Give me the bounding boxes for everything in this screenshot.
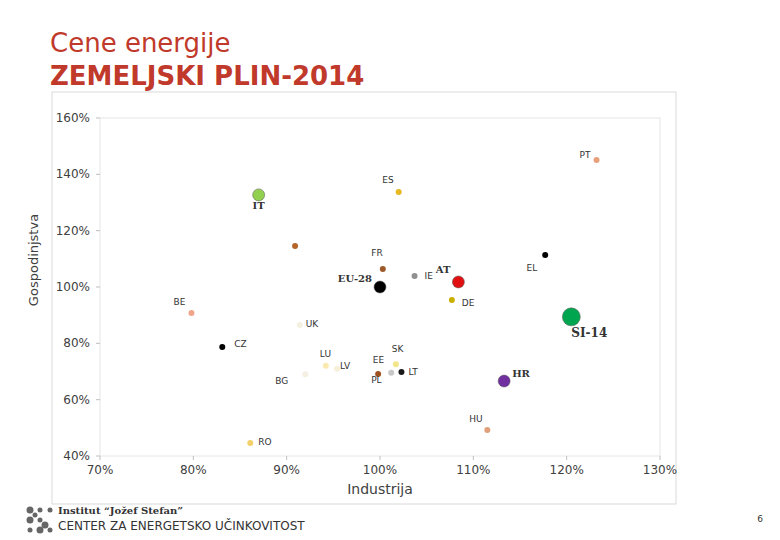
point <box>396 189 402 195</box>
y-tick-label: 100% <box>56 280 90 294</box>
point-label: SI-14 <box>571 326 607 340</box>
y-tick-label: 40% <box>63 449 90 463</box>
point <box>498 375 510 387</box>
x-tick-label: 110% <box>456 463 490 477</box>
point-label: EU-28 <box>338 273 372 284</box>
logo-dot <box>48 508 53 513</box>
point-label: HU <box>469 414 482 424</box>
logo-dot <box>27 517 34 524</box>
point <box>219 344 225 350</box>
point-label: IE <box>425 271 434 281</box>
point <box>247 440 253 446</box>
logo-dot <box>37 527 44 534</box>
logo-dot <box>42 522 49 529</box>
point <box>449 297 455 303</box>
chart: Cene energijeZEMELJSKI PLIN-2014 70% 80% 90… <box>0 0 780 540</box>
x-tick <box>660 456 661 460</box>
point <box>398 369 404 375</box>
point <box>380 266 386 272</box>
y-tick-label: 160% <box>56 111 90 125</box>
logo-dot <box>33 513 38 518</box>
y-tick <box>96 174 100 175</box>
center: CENTER ZA ENERGETSKO UČINKOVITOST <box>58 518 305 533</box>
point-label: LV <box>340 361 351 371</box>
x-tick-label: 100% <box>363 463 397 477</box>
point-label: FR <box>371 248 382 258</box>
x-tick-label: 120% <box>550 463 584 477</box>
logo-dot <box>48 528 53 533</box>
logo-dot <box>28 528 33 533</box>
x-tick <box>566 456 567 460</box>
y-tick-label: 120% <box>56 224 90 238</box>
points <box>188 157 599 446</box>
x-tick <box>100 456 101 460</box>
point-label: UK <box>306 319 320 329</box>
logo <box>27 507 53 534</box>
y-tick <box>96 287 100 288</box>
plot-frame <box>100 118 660 456</box>
logo-dot <box>27 507 34 514</box>
point <box>412 273 418 279</box>
point <box>297 322 303 328</box>
point <box>302 371 308 377</box>
point-label: HR <box>512 368 530 379</box>
point-label: CZ <box>234 339 246 349</box>
logo-dot <box>38 518 43 523</box>
x-tick-label: 70% <box>87 463 114 477</box>
institute: Institut “Jožef Stefan” <box>58 505 183 516</box>
point <box>484 427 490 433</box>
point-label: PT <box>580 150 591 160</box>
x-tick-label: 80% <box>180 463 207 477</box>
y-tick <box>96 343 100 344</box>
point-label: SK <box>392 344 405 354</box>
x-tick-label: 90% <box>273 463 300 477</box>
logo-dot <box>38 508 43 513</box>
x-tick <box>286 456 287 460</box>
y-tick <box>96 456 100 457</box>
point <box>393 361 399 367</box>
point-label: RO <box>258 437 271 447</box>
point <box>542 252 548 258</box>
point-label: EE <box>373 355 385 365</box>
y-tick <box>96 118 100 119</box>
point-label: AT <box>435 264 451 275</box>
point-labels: PT ES IT FR IEAT EL EU-28 DE BE UK SI-14 CZ LU LV BG SK… <box>174 150 608 447</box>
y-tick-label: 140% <box>56 167 90 181</box>
x-axis-label: Industrija <box>347 481 413 497</box>
y-tick-label: 80% <box>63 336 90 350</box>
chart-area <box>52 92 676 504</box>
point-label: IT <box>253 200 266 211</box>
page-number: 6 <box>757 514 763 524</box>
x-tick <box>380 456 381 460</box>
point-label: DE <box>462 298 475 308</box>
point <box>323 363 329 369</box>
point-label: LT <box>408 367 418 377</box>
title: Cene energije <box>50 28 231 58</box>
point <box>452 276 464 288</box>
point <box>292 243 298 249</box>
point-label: BE <box>174 297 186 307</box>
point <box>388 370 394 376</box>
y-axis-label: Gospodinjstva <box>26 214 41 306</box>
x-tick-label: 130% <box>643 463 677 477</box>
point-label: PL <box>371 375 381 385</box>
point-label: LU <box>320 349 331 359</box>
y-tick <box>96 230 100 231</box>
y-tick <box>96 399 100 400</box>
x-tick <box>473 456 474 460</box>
point <box>374 281 386 293</box>
point <box>594 157 600 163</box>
point-label: ES <box>382 175 394 185</box>
point-label: EL <box>526 263 537 273</box>
point-label: BG <box>275 376 288 386</box>
x-tick <box>193 456 194 460</box>
subtitle: ZEMELJSKI PLIN-2014 <box>50 61 364 91</box>
y-tick-label: 60% <box>63 393 90 407</box>
point <box>562 308 580 326</box>
point <box>188 310 194 316</box>
